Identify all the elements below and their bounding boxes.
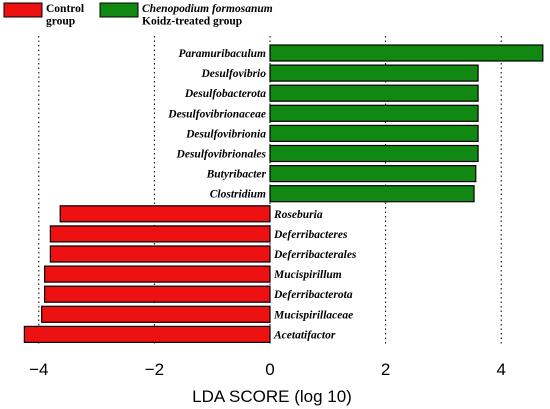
bar-label: Deferribacterales <box>273 249 357 261</box>
legend-swatch <box>99 2 139 18</box>
bar-label: Deferribacteres <box>273 229 348 241</box>
legend-swatch <box>3 2 43 18</box>
bar-label: Deferribacterota <box>273 289 353 301</box>
bar <box>49 225 271 243</box>
bar <box>269 104 479 122</box>
bar-label: Desulfobacterota <box>184 88 266 100</box>
x-tick-label: −2 <box>145 360 164 379</box>
bar-label: Desulfovibrionia <box>185 128 266 140</box>
bar <box>23 325 271 343</box>
legend-label: Chenopodium formosanum <box>142 3 273 15</box>
bar-label: Desulfovibrionales <box>176 149 267 161</box>
bar-label: Mucispirillaceae <box>273 309 353 321</box>
x-tick-label: 0 <box>265 360 274 379</box>
bar-label: Desulfovibrio <box>200 68 266 80</box>
bar <box>43 285 271 303</box>
bar <box>269 124 479 143</box>
bars <box>23 44 544 343</box>
legend-label: Control <box>46 3 84 15</box>
bar <box>41 305 271 323</box>
x-tick-label: 4 <box>496 360 505 379</box>
bar <box>59 205 271 223</box>
bar-label: Paramuribaculum <box>178 48 266 60</box>
bar <box>49 245 271 263</box>
legend-label: group <box>46 16 75 28</box>
x-ticks: −4 −2 0 2 4 <box>29 360 506 379</box>
bar-label: Acetatifactor <box>273 329 336 341</box>
x-tick-label: 2 <box>381 360 390 379</box>
bar-labels: Paramuribaculum Desulfovibrio Desulfobacte… <box>167 48 357 341</box>
bar-label: Butyribacter <box>206 169 267 181</box>
bar-label: Desulfovibrionaceae <box>167 108 266 120</box>
bar-label: Mucispirillum <box>273 269 342 281</box>
bar <box>269 185 475 203</box>
bar <box>43 265 271 283</box>
bar-label: Roseburia <box>273 209 323 221</box>
bar <box>269 84 479 102</box>
legend-label: Koidz-treated group <box>142 16 242 28</box>
bar <box>269 144 479 163</box>
bar-label: Clostridium <box>210 189 266 201</box>
x-tick-label: −4 <box>29 360 48 379</box>
bar <box>269 44 544 62</box>
bar <box>269 64 479 82</box>
bar <box>269 165 477 183</box>
x-axis-title: LDA SCORE (log 10) <box>192 387 352 406</box>
